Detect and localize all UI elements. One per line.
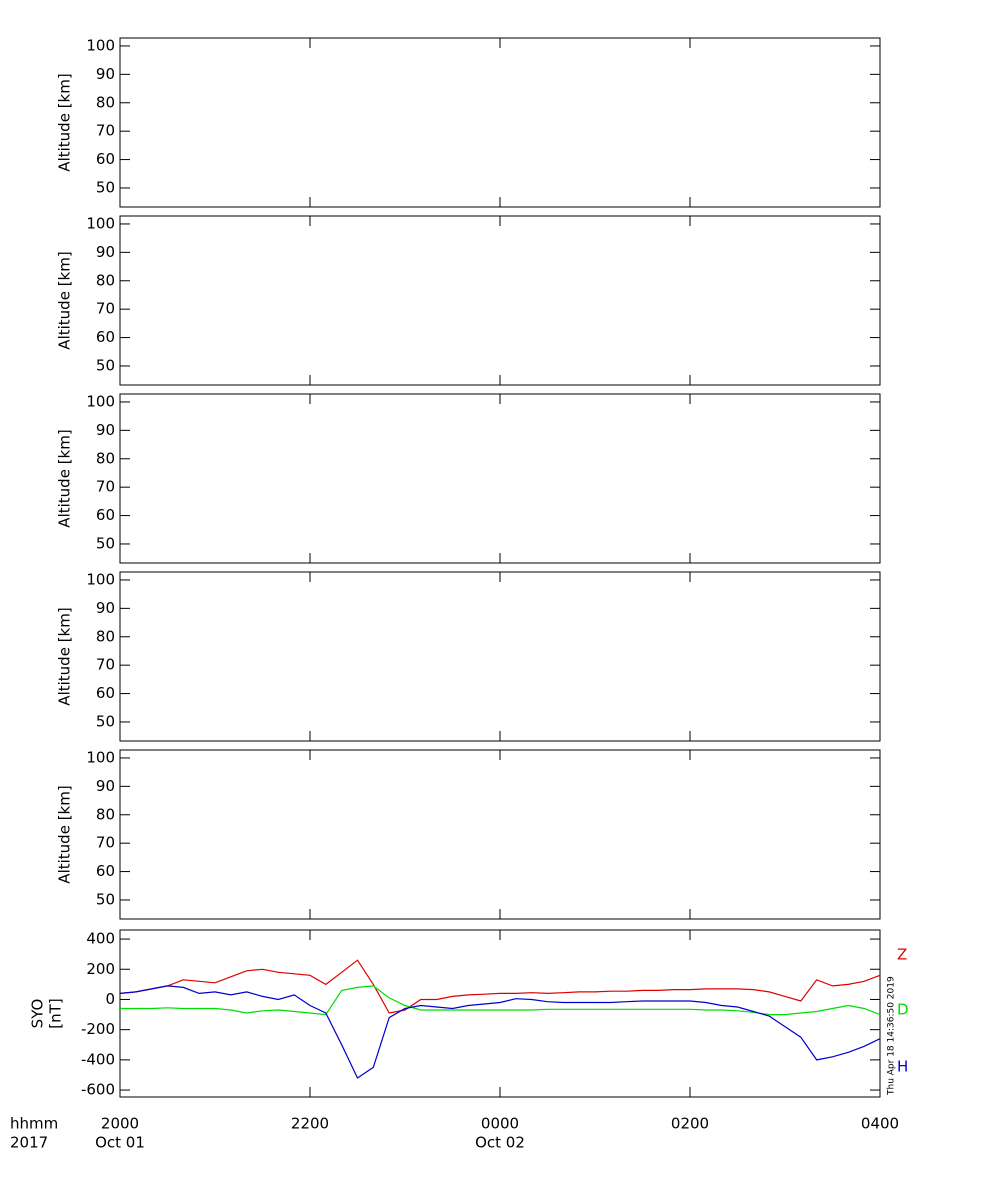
y-tick-label: 70 — [96, 300, 115, 318]
y-axis-label: Altitude [km] — [56, 429, 74, 527]
y-tick-label: 60 — [96, 328, 115, 346]
x-tick-label: 2200 — [291, 1115, 329, 1133]
y-tick-label: 70 — [96, 122, 115, 140]
y-tick-label: 50 — [96, 356, 115, 374]
y-tick-label: 90 — [96, 421, 115, 439]
x-tick-label: 0000 — [481, 1115, 519, 1133]
y-tick-label: 80 — [96, 271, 115, 289]
y-axis-label: Altitude [km] — [56, 73, 74, 171]
y-tick-label: -200 — [81, 1020, 115, 1038]
y-tick-label: 80 — [96, 627, 115, 645]
y-tick-label: 80 — [96, 93, 115, 111]
y-tick-label: -400 — [81, 1050, 115, 1068]
y-tick-label: 60 — [96, 684, 115, 702]
y-tick-label: 90 — [96, 243, 115, 261]
y-tick-label: 100 — [86, 748, 115, 766]
y-tick-label: 50 — [96, 178, 115, 196]
y-tick-label: 400 — [86, 930, 115, 948]
plot-frame — [119, 749, 881, 920]
legend-label: D — [897, 1001, 909, 1019]
y-tick-label: 100 — [86, 570, 115, 588]
y-axis-label: [nT] — [47, 998, 65, 1028]
x-date-label: Oct 01 — [95, 1134, 145, 1152]
x-tick-label: 0200 — [671, 1115, 709, 1133]
series-line — [119, 959, 881, 1014]
x-tick-label: 0400 — [861, 1115, 899, 1133]
y-tick-label: 100 — [86, 214, 115, 232]
legend-label: Z — [897, 946, 907, 964]
y-tick-label: 0 — [105, 990, 115, 1008]
y-tick-label: 90 — [96, 777, 115, 795]
plot-frame — [119, 393, 881, 564]
x-row-label: 2017 — [10, 1134, 48, 1152]
legend-label: H — [897, 1058, 908, 1076]
y-axis-label: Altitude [km] — [56, 785, 74, 883]
series-line — [119, 985, 881, 1079]
y-tick-label: 60 — [96, 150, 115, 168]
plot-frame — [119, 929, 881, 1098]
x-row-label: hhmm — [10, 1115, 58, 1133]
y-tick-label: 70 — [96, 656, 115, 674]
y-tick-label: 60 — [96, 862, 115, 880]
y-tick-label: 80 — [96, 449, 115, 467]
y-tick-label: 70 — [96, 834, 115, 852]
x-tick-label: 2000 — [101, 1115, 139, 1133]
y-tick-label: 90 — [96, 65, 115, 83]
y-tick-label: 200 — [86, 960, 115, 978]
y-axis-label: Altitude [km] — [56, 607, 74, 705]
x-date-label: Oct 02 — [475, 1134, 525, 1152]
y-tick-label: 50 — [96, 890, 115, 908]
y-axis-label: Altitude [km] — [56, 251, 74, 349]
timestamp: Thu Apr 18 14:36:50 2019 — [887, 976, 897, 1096]
series-line — [120, 985, 881, 1016]
plot-frame — [119, 215, 881, 386]
y-tick-label: 60 — [96, 506, 115, 524]
y-tick-label: 50 — [96, 534, 115, 552]
y-tick-label: -600 — [81, 1081, 115, 1099]
y-tick-label: 100 — [86, 392, 115, 410]
plot-frame — [119, 37, 881, 208]
y-tick-label: 80 — [96, 805, 115, 823]
plot-frame — [119, 571, 881, 742]
y-tick-label: 100 — [86, 36, 115, 54]
y-tick-label: 70 — [96, 478, 115, 496]
y-tick-label: 90 — [96, 599, 115, 617]
y-axis-label: SYO — [29, 999, 47, 1029]
y-tick-label: 50 — [96, 712, 115, 730]
